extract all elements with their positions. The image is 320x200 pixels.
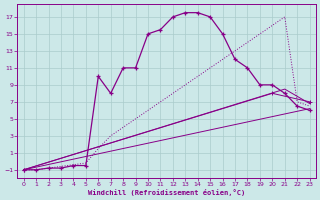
X-axis label: Windchill (Refroidissement éolien,°C): Windchill (Refroidissement éolien,°C)	[88, 189, 245, 196]
